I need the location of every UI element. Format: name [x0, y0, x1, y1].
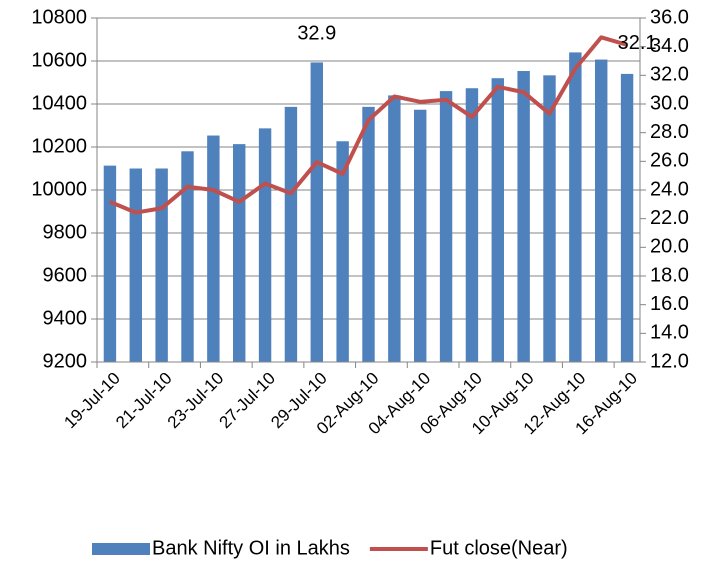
y2-tick-label: 36.0 — [650, 6, 689, 28]
y-tick-label: 10600 — [31, 49, 87, 71]
bar — [620, 73, 634, 363]
bar — [284, 106, 298, 362]
bar — [129, 168, 142, 362]
y-tick-label: 9800 — [43, 221, 88, 243]
bar — [233, 144, 246, 362]
y-tick-label: 9400 — [43, 307, 88, 329]
line — [109, 35, 628, 215]
x-tick-label: 23-Jul-10 — [164, 369, 228, 433]
bar — [517, 71, 530, 363]
bar — [414, 109, 427, 362]
bar — [543, 75, 556, 362]
y2-tick-label: 12.0 — [650, 350, 689, 372]
y2-tick-label: 22.0 — [650, 207, 689, 229]
legend-swatch — [92, 543, 150, 555]
x-tick-label: 19-Jul-10 — [60, 369, 124, 433]
y-tick-label: 9200 — [43, 350, 88, 372]
y2-tick-label: 14.0 — [650, 322, 689, 344]
y-tick-label: 10200 — [31, 135, 87, 157]
bar — [569, 52, 582, 363]
bar — [595, 59, 608, 363]
x-tick-label: 21-Jul-10 — [112, 369, 176, 433]
y2-tick-label: 30.0 — [650, 92, 689, 114]
bar — [388, 95, 401, 363]
y2-tick-label: 26.0 — [650, 150, 689, 172]
bar — [310, 62, 323, 362]
annotation: 32.9 — [297, 23, 336, 45]
bar — [155, 168, 168, 362]
annotation: 32.1 — [618, 32, 657, 54]
legend-label: Fut close(Near) — [430, 537, 568, 559]
legend-label: Bank Nifty OI in Lakhs — [152, 537, 350, 559]
bar — [207, 135, 220, 362]
y2-tick-label: 34.0 — [650, 35, 689, 57]
y2-tick-label: 20.0 — [650, 236, 689, 258]
y2-tick-label: 28.0 — [650, 121, 689, 143]
bar — [103, 165, 117, 362]
y-tick-label: 9600 — [43, 264, 88, 286]
x-tick-label: 27-Jul-10 — [216, 369, 280, 433]
y-tick-label: 10400 — [31, 92, 87, 114]
y-tick-label: 10000 — [31, 178, 87, 200]
bar — [362, 106, 375, 362]
bar — [336, 141, 349, 362]
y-tick-label: 10800 — [31, 6, 87, 28]
bar — [491, 78, 504, 362]
y2-tick-label: 32.0 — [650, 64, 689, 86]
bar — [258, 128, 272, 362]
bar — [465, 88, 479, 362]
y2-tick-label: 18.0 — [650, 264, 689, 286]
y2-tick-label: 16.0 — [650, 293, 689, 315]
bar — [439, 91, 453, 362]
y2-tick-label: 24.0 — [650, 178, 689, 200]
bar — [181, 151, 194, 362]
